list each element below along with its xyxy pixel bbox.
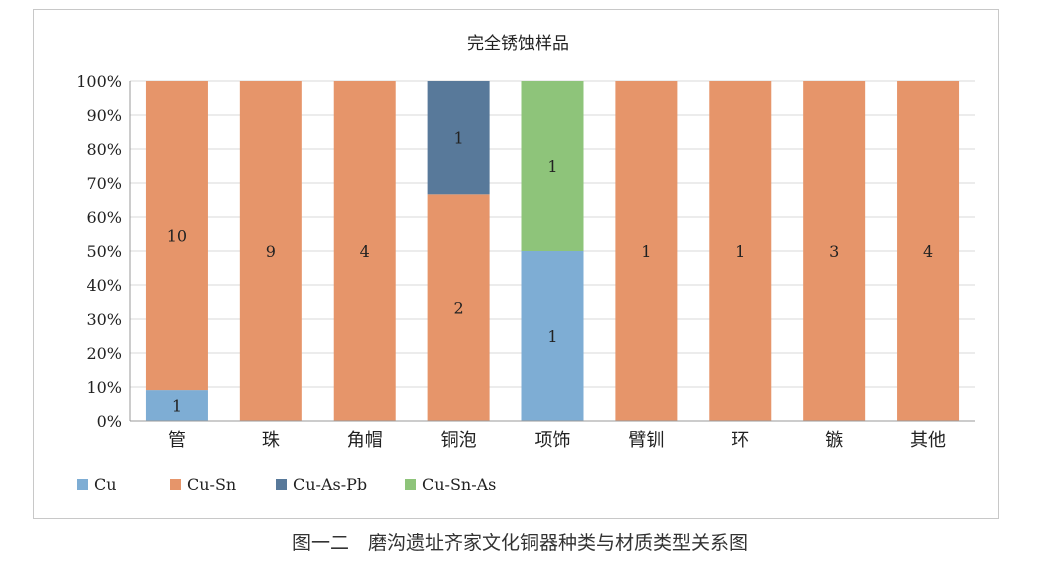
data-labels: 1 10 9 4 2 1 1 1 1 1 3 4 [167,129,933,416]
bar-segment [521,81,584,251]
data-label: 3 [829,242,839,261]
data-label: 1 [172,397,182,416]
x-tick-label: 项饰 [535,430,571,451]
legend-label: Cu [94,475,117,494]
bar-segment [333,81,396,421]
legend-label: Cu-Sn [187,475,236,494]
chart-title: 完全锈蚀样品 [467,34,569,54]
y-tick-label: 80% [86,140,122,159]
bar-segment [521,251,584,421]
y-tick-label: 100% [76,72,122,91]
bars [145,81,960,421]
bar-segment [709,81,772,421]
legend-label: Cu-As-Pb [293,475,367,494]
legend-swatch [276,479,287,490]
bar-segment [897,81,960,421]
axes: 0% 10% 20% 30% 40% 50% 60% 70% 80% 90% 100% 管 珠 角帽 铜泡 项… [76,72,975,451]
bar-segment [239,81,302,421]
y-tick-label: 40% [86,276,122,295]
data-label: 2 [454,299,464,318]
data-label: 1 [547,327,557,346]
data-label: 1 [547,157,557,176]
data-label: 4 [923,242,933,261]
bar-segment [145,390,208,421]
y-tick-label: 20% [86,344,122,363]
y-tick-label: 0% [97,412,122,431]
legend-swatch [405,479,416,490]
bar-segment [615,81,678,421]
legend-label: Cu-Sn-As [422,475,496,494]
legend-swatch [77,479,88,490]
data-label: 1 [641,242,651,261]
x-tick-label: 珠 [262,430,280,451]
x-tick-label: 铜泡 [441,430,477,451]
data-label: 1 [735,242,745,261]
x-tick-label: 镞 [825,430,843,451]
data-label: 10 [167,227,187,246]
bar-segment [427,194,490,421]
bar-segment [427,81,490,195]
data-label: 9 [266,242,276,261]
x-tick-label: 其他 [910,430,946,451]
bar-segment [145,81,208,391]
legend-swatch [170,479,181,490]
y-tick-label: 90% [86,106,122,125]
data-label: 1 [454,129,464,148]
data-label: 4 [360,242,370,261]
y-tick-label: 30% [86,310,122,329]
y-tick-label: 50% [86,242,122,261]
x-tick-label: 臂钏 [628,430,664,451]
y-tick-label: 10% [86,378,122,397]
x-tick-label: 角帽 [347,430,383,451]
x-tick-label: 环 [731,430,749,451]
figure-caption: 图一二 磨沟遗址齐家文化铜器种类与材质类型关系图 [291,532,748,554]
stacked-bar-chart: 完全锈蚀样品 1 10 9 4 2 1 1 1 1 1 3 4 0% 10% 20% 30% 40% 50% 60… [76,34,975,494]
x-tick-label: 管 [168,430,186,451]
y-tick-label: 60% [86,208,122,227]
bar-segment [803,81,866,421]
y-tick-label: 70% [86,174,122,193]
legend: Cu Cu-Sn Cu-As-Pb Cu-Sn-As [77,475,496,494]
